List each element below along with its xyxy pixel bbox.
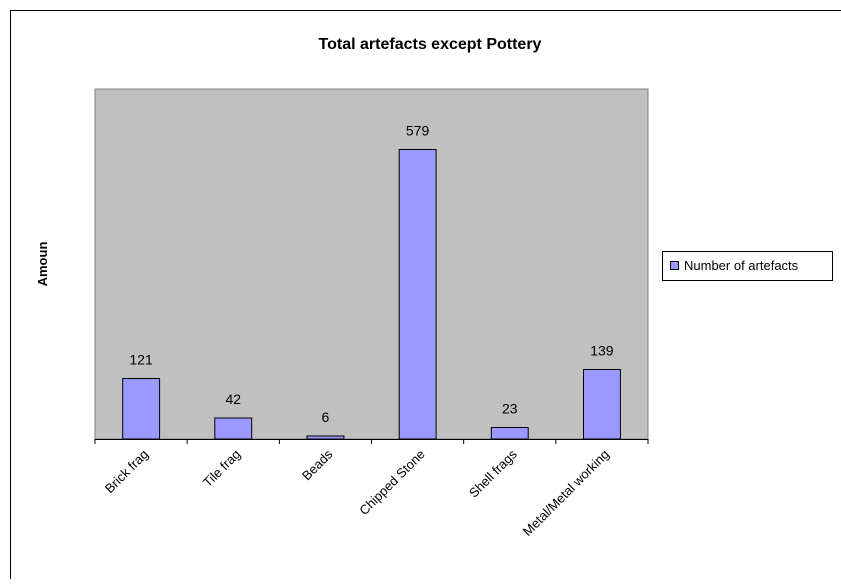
legend: Number of artefacts bbox=[663, 252, 833, 281]
bar-tile-frag bbox=[215, 418, 252, 439]
data-label-shell-frags: 23 bbox=[502, 401, 518, 417]
legend-swatch bbox=[671, 262, 679, 270]
data-label-tile-frag: 42 bbox=[225, 391, 241, 407]
legend-entry-number-of-artefacts: Number of artefacts bbox=[684, 258, 799, 273]
data-label-metal-metal-working: 139 bbox=[590, 343, 614, 359]
bar-beads bbox=[307, 436, 344, 439]
data-label-beads: 6 bbox=[322, 409, 330, 425]
bar-shell-frags bbox=[491, 428, 528, 440]
data-label-brick-frag: 121 bbox=[129, 352, 153, 368]
bar-metal-metal-working bbox=[584, 370, 621, 440]
chart-title: Total artefacts except Pottery bbox=[319, 36, 542, 53]
plot-area bbox=[95, 89, 648, 439]
bar-brick-frag bbox=[123, 379, 160, 440]
data-label-chipped-stone: 579 bbox=[406, 123, 430, 139]
y-axis-label: Amoun bbox=[35, 242, 50, 287]
bar-chipped-stone bbox=[399, 150, 436, 440]
